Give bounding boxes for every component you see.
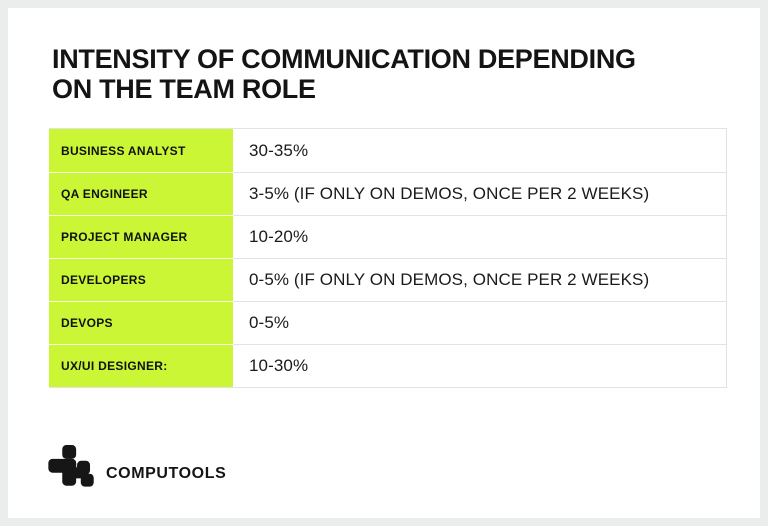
brand-wordmark: COMPUTOOLS bbox=[106, 465, 227, 482]
table-row: QA ENGINEER 3-5% (IF ONLY ON DEMOS, ONCE… bbox=[49, 172, 726, 215]
role-cell: QA ENGINEER bbox=[49, 172, 233, 215]
table-row: PROJECT MANAGER 10-20% bbox=[49, 215, 726, 258]
infographic-card: INTENSITY OF COMMUNICATION DEPENDING ON … bbox=[8, 8, 760, 518]
role-cell: BUSINESS ANALYST bbox=[49, 129, 233, 172]
value-cell: 10-20% bbox=[233, 215, 726, 258]
role-cell: PROJECT MANAGER bbox=[49, 215, 233, 258]
brand-footer: COMPUTOOLS bbox=[48, 445, 226, 495]
value-cell: 10-30% bbox=[233, 344, 726, 387]
value-cell: 3-5% (IF ONLY ON DEMOS, ONCE PER 2 WEEKS… bbox=[233, 172, 726, 215]
page-title: INTENSITY OF COMMUNICATION DEPENDING ON … bbox=[52, 44, 636, 104]
table-row: DEVELOPERS 0-5% (IF ONLY ON DEMOS, ONCE … bbox=[49, 258, 726, 301]
table-row: DEVOPS 0-5% bbox=[49, 301, 726, 344]
value-cell: 0-5% bbox=[233, 301, 726, 344]
communication-intensity-table: BUSINESS ANALYST 30-35% QA ENGINEER 3-5%… bbox=[49, 128, 727, 388]
table-row: UX/UI DESIGNER: 10-30% bbox=[49, 344, 726, 387]
table-row: BUSINESS ANALYST 30-35% bbox=[49, 129, 726, 172]
page-title-line2: ON THE TEAM ROLE bbox=[52, 74, 316, 104]
role-cell: DEVOPS bbox=[49, 301, 233, 344]
role-cell: UX/UI DESIGNER: bbox=[49, 344, 233, 387]
page-title-line1: INTENSITY OF COMMUNICATION DEPENDING bbox=[52, 44, 636, 74]
value-cell: 30-35% bbox=[233, 129, 726, 172]
role-cell: DEVELOPERS bbox=[49, 258, 233, 301]
value-cell: 0-5% (IF ONLY ON DEMOS, ONCE PER 2 WEEKS… bbox=[233, 258, 726, 301]
computools-logo-icon bbox=[48, 445, 95, 495]
